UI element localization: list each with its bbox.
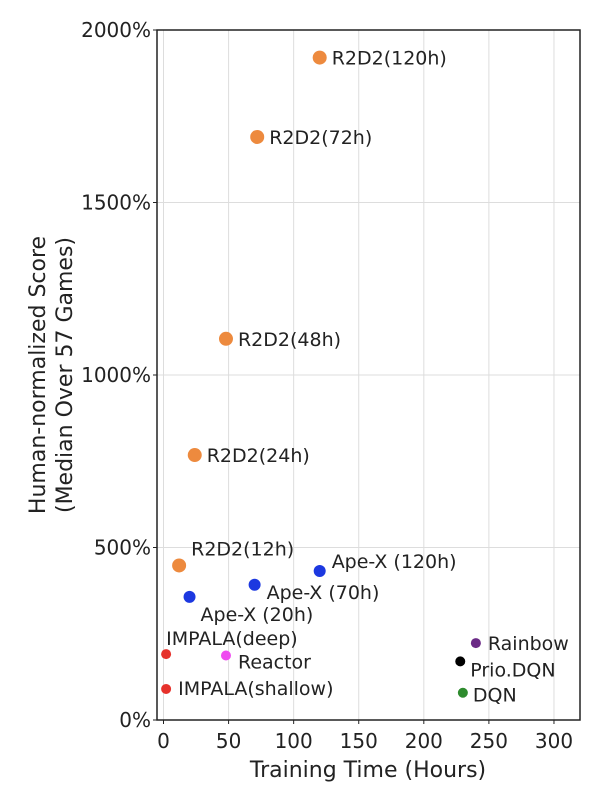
x-axis-title: Training Time (Hours)	[249, 758, 486, 783]
y-tick-label: 1000%	[81, 363, 151, 387]
data-point	[470, 638, 481, 649]
x-tick-label: 300	[535, 729, 573, 753]
y-axis-subtitle: (Median Over 57 Games)	[53, 237, 78, 513]
point-label: IMPALA(deep)	[166, 628, 298, 650]
x-tick-label: 100	[275, 729, 313, 753]
data-point	[455, 656, 466, 667]
point-label: Ape-X (120h)	[332, 551, 457, 573]
x-tick-label: 0	[157, 729, 170, 753]
data-point	[183, 590, 196, 603]
point-label: Rainbow	[488, 633, 569, 655]
data-point	[250, 129, 265, 144]
x-tick-label: 50	[216, 729, 241, 753]
data-point	[312, 50, 327, 65]
point-label: R2D2(24h)	[207, 445, 310, 467]
y-tick-label: 2000%	[81, 18, 151, 42]
x-tick-label: 150	[340, 729, 378, 753]
data-point	[161, 649, 172, 660]
point-label: DQN	[473, 685, 517, 707]
point-label: Ape-X (70h)	[267, 582, 380, 604]
data-point	[218, 331, 233, 346]
data-point	[172, 558, 187, 573]
data-points	[161, 50, 481, 698]
x-axis-ticks: 0 50 100 150 200 250 300	[157, 720, 573, 753]
data-point	[313, 564, 326, 577]
y-tick-label: 1500%	[81, 191, 151, 215]
point-labels: R2D2(120h) R2D2(72h) R2D2(48h) R2D2(24h) R2D…	[166, 48, 569, 707]
y-axis-title: Human-normalized Score	[26, 236, 51, 514]
data-point	[187, 448, 202, 463]
point-label: Reactor	[238, 651, 311, 673]
point-label: R2D2(48h)	[238, 329, 341, 351]
point-label: R2D2(12h)	[191, 538, 294, 560]
data-point	[248, 578, 261, 591]
point-label: Prio.DQN	[470, 659, 555, 681]
data-point	[220, 650, 231, 661]
y-tick-label: 0%	[119, 708, 151, 732]
data-point	[161, 683, 172, 694]
data-point	[457, 687, 468, 698]
x-tick-label: 200	[405, 729, 443, 753]
point-label: R2D2(120h)	[332, 48, 447, 70]
x-tick-label: 250	[470, 729, 508, 753]
y-tick-label: 500%	[94, 536, 151, 560]
point-label: IMPALA(shallow)	[178, 678, 333, 700]
y-axis-ticks: 0% 500% 1000% 1500% 2000%	[81, 18, 157, 732]
point-label: Ape-X (20h)	[201, 604, 314, 626]
point-label: R2D2(72h)	[269, 127, 372, 149]
